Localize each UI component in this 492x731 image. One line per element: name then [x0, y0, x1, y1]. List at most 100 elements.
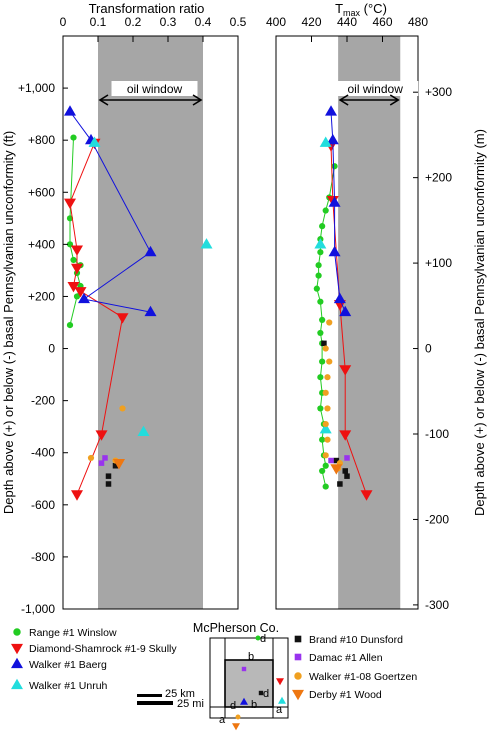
left-y-axis-title: Depth above (+) or below (-) basal Penns…: [1, 131, 16, 514]
x-axis-title: Tmax (°C): [335, 1, 387, 18]
legend-label: Walker #1-08 Goertzen: [309, 671, 417, 683]
data-point: [119, 405, 126, 412]
x-tick-label: 480: [408, 15, 428, 29]
data-point: [88, 136, 101, 147]
data-point: [105, 481, 112, 487]
well-marker: [232, 723, 240, 731]
data-point: [337, 481, 343, 487]
legend-item-walker-1-baerg: Walker #1 Baerg: [11, 657, 107, 671]
oil-window-band: [338, 36, 401, 609]
y-tick-label: -300: [425, 598, 449, 612]
data-point: [315, 272, 322, 279]
data-point: [113, 459, 125, 470]
data-point: [342, 468, 348, 474]
y-tick-label: 0: [48, 342, 55, 356]
well-marker: [258, 690, 264, 696]
inset-letter: b: [248, 651, 254, 663]
data-point: [73, 293, 81, 300]
left-y-axis: +1,000 +800 +600 +400 +200 0 -200 -400 -600 -800 -…: [1, 81, 68, 616]
data-point: [319, 422, 332, 434]
y-tick-label: +200: [28, 289, 55, 303]
data-point: [322, 207, 329, 214]
x-axis-title: Transformation ratio: [89, 1, 205, 16]
scale-bar-mi: [137, 701, 173, 705]
x-axis-title-unit: (°C): [360, 1, 387, 16]
data-point: [339, 430, 352, 441]
legend: Range #1 Winslow Diamond-Shamrock #1-9 Sk…: [11, 627, 417, 701]
data-point: [319, 436, 326, 443]
oil-window-label-bg: [111, 81, 198, 96]
y-tick-label: 0: [425, 342, 432, 356]
data-point: [64, 198, 76, 209]
legend-label: Brand #10 Dunsford: [309, 634, 403, 646]
data-point: [71, 245, 83, 256]
scale-label-km: 25 km: [165, 688, 195, 700]
series-walker-1-unruh: [314, 136, 332, 434]
y-tick-label: +200: [425, 171, 452, 185]
data-point: [112, 463, 119, 469]
tmax-panel: 400 420 440 460 480 Tmax (°C) oil window: [266, 1, 428, 610]
legend-label: Walker #1 Unruh: [29, 680, 108, 692]
data-point: [333, 457, 340, 464]
oil-window-label-bg: [332, 81, 419, 96]
y-tick-label: +800: [28, 133, 55, 147]
data-point: [137, 425, 150, 436]
inset-letter: a: [276, 704, 283, 716]
data-point: [144, 305, 157, 317]
scale-bar-km: [137, 694, 162, 697]
plot-frame: [62, 35, 239, 610]
data-point: [319, 136, 332, 147]
data-point: [319, 358, 326, 365]
y-tick-label: -600: [31, 498, 55, 512]
panels-layer: 0 0.1 0.2 0.3 0.4 0.5 Transformation ratio oil …: [1, 1, 487, 616]
x-axis-title-sub: max: [343, 8, 361, 18]
data-point: [74, 287, 87, 298]
data-point: [71, 490, 83, 501]
oil-window-band: [98, 36, 203, 609]
data-point: [326, 358, 333, 365]
y-tick-label: +300: [425, 85, 452, 99]
data-point: [324, 436, 331, 443]
y-tick-label: -1,000: [21, 602, 55, 616]
x-tick-label: 0.2: [125, 15, 142, 29]
series-walker-1-baerg: [325, 105, 352, 317]
data-point: [71, 263, 83, 275]
data-point: [317, 329, 324, 337]
data-point: [324, 374, 331, 381]
data-point: [317, 405, 324, 412]
data-point: [87, 454, 95, 462]
data-point: [200, 238, 213, 249]
series-damac-1-allen: [98, 455, 108, 466]
data-point: [322, 389, 329, 396]
x-tick-label: 460: [372, 15, 392, 29]
data-point: [344, 455, 350, 461]
series-brand-10-dunsford: [105, 463, 119, 487]
data-point: [319, 223, 326, 230]
data-point: [322, 483, 329, 490]
legend-label: Range #1 Winslow: [29, 627, 117, 639]
data-point: [326, 319, 333, 326]
inset-title: McPherson Co.: [193, 621, 279, 635]
well-marker: [255, 635, 261, 641]
right-y-axis-title: Depth above (+) or below (-) basal Penns…: [472, 129, 487, 516]
x-tick-label: 0.1: [90, 15, 107, 29]
x-tick-label: 0: [60, 15, 67, 29]
well-marker: [235, 714, 241, 720]
x-tick-label: 0.5: [230, 15, 247, 29]
data-point: [70, 256, 77, 264]
y-tick-label: +400: [28, 237, 55, 251]
data-point: [66, 215, 74, 222]
study-area-box: [224, 659, 274, 708]
well-marker: [241, 666, 247, 672]
x-tick-label: 0.3: [160, 15, 177, 29]
data-point: [339, 365, 352, 376]
data-point: [321, 340, 327, 347]
data-point: [95, 430, 108, 441]
data-point: [317, 374, 324, 381]
x-tick-label: 0.4: [195, 15, 212, 29]
well-marker: [240, 697, 248, 705]
transformation-ratio-panel: 0 0.1 0.2 0.3 0.4 0.5 Transformation ratio oil …: [60, 1, 247, 610]
well-marker: [278, 696, 286, 704]
data-point: [325, 105, 338, 116]
data-point: [66, 322, 74, 329]
